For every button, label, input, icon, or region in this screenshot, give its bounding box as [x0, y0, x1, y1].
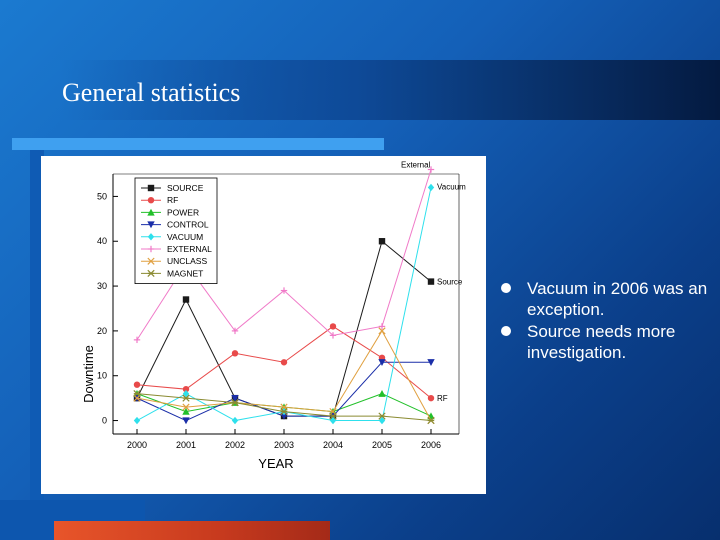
accent-bar: [12, 138, 384, 150]
annotation-label: Vacuum: [437, 182, 466, 191]
bullet-item: Vacuum in 2006 was an exception.: [500, 278, 715, 320]
annotation-label: RF: [437, 394, 448, 403]
data-point-circle: [329, 323, 337, 330]
x-tick-label: 2003: [274, 440, 294, 450]
legend-label-rf: RF: [167, 195, 178, 205]
data-point-circle: [182, 385, 190, 393]
legend-label-control: CONTROL: [167, 220, 209, 230]
annotation-label: External: [401, 161, 431, 170]
y-tick-label: 20: [97, 326, 107, 336]
data-point-triangle-down: [378, 359, 386, 366]
data-point-square: [427, 278, 435, 285]
data-point-circle: [231, 350, 239, 357]
y-tick-label: 10: [97, 371, 107, 381]
x-tick-label: 2002: [225, 440, 245, 450]
legend-label-source: SOURCE: [167, 183, 204, 193]
data-point-diamond: [231, 416, 239, 425]
legend-label-power: POWER: [167, 207, 199, 217]
y-axis-label: Downtime: [81, 345, 96, 403]
x-axis-label: YEAR: [258, 456, 293, 471]
data-point-diamond: [427, 183, 435, 192]
x-tick-label: 2000: [127, 440, 147, 450]
bottom-red-bar: [54, 521, 330, 540]
y-tick-label: 0: [102, 416, 107, 426]
data-point-diamond: [182, 389, 190, 398]
data-point-circle: [280, 359, 288, 366]
downtime-chart: 0 10 20 30 40 50 2000 2001 2002 2003 2004 2005 2006 Y…: [81, 161, 466, 471]
title-band: [58, 60, 720, 120]
data-point-x: [182, 403, 190, 411]
bullet-text: Vacuum in 2006 was an exception.: [527, 279, 708, 319]
x-tick-label: 2004: [323, 440, 343, 450]
x-tick-label: 2006: [421, 440, 441, 450]
legend-label-magnet: MAGNET: [167, 268, 203, 278]
bullet-dot-icon: [501, 283, 511, 293]
data-point-circle: [427, 394, 435, 402]
data-point-triangle-down: [231, 394, 239, 402]
data-point-diamond: [378, 416, 386, 425]
x-tick-label: 2001: [176, 440, 196, 450]
data-point-circle: [147, 197, 155, 204]
legend-label-unclass: UNCLASS: [167, 256, 207, 266]
data-point-triangle-down: [427, 359, 435, 366]
data-point-diamond: [133, 416, 141, 425]
legend-box: [134, 177, 218, 284]
legend-label-external: EXTERNAL: [167, 244, 212, 254]
data-point-square: [182, 296, 190, 303]
bullet-dot-icon: [501, 326, 511, 336]
data-point-x: [147, 257, 155, 265]
data-point-triangle-down: [280, 412, 288, 420]
data-point-triangle: [147, 208, 155, 216]
slide-title: General statistics: [62, 78, 241, 107]
y-tick-label: 50: [97, 191, 107, 201]
x-tick-label: 2005: [372, 440, 392, 450]
bullet-list: Vacuum in 2006 was an exception. Source …: [500, 278, 715, 364]
annotation-label: Source: [437, 278, 463, 287]
y-tick-label: 30: [97, 281, 107, 291]
data-point-triangle: [378, 389, 386, 397]
data-point-triangle-down: [182, 417, 190, 425]
chart-panel: 0 10 20 30 40 50 2000 2001 2002 2003 2004 2005 2006 Y…: [41, 156, 486, 494]
data-point-triangle: [182, 407, 190, 415]
legend-label-vacuum: VACUUM: [167, 232, 203, 242]
bullet-text: Source needs more investigation.: [527, 322, 676, 362]
left-strip: [30, 150, 44, 540]
data-point-triangle-down: [147, 221, 155, 229]
data-point-square: [147, 184, 155, 192]
bullet-item: Source needs more investigation.: [500, 321, 715, 363]
data-point-x: [378, 327, 386, 335]
data-point-circle: [133, 381, 141, 388]
data-point-diamond: [329, 416, 337, 425]
y-tick-label: 40: [97, 236, 107, 246]
data-point-square: [378, 238, 386, 245]
